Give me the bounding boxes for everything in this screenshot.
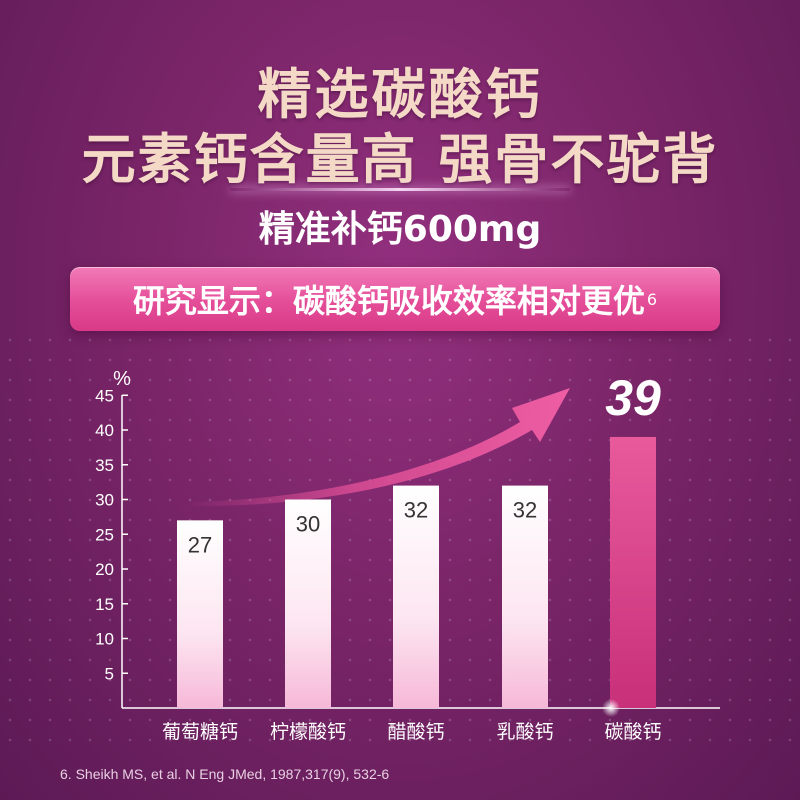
bar-2 [285, 499, 331, 708]
bar-3 [393, 485, 439, 708]
y-tick-label: 40 [95, 421, 114, 440]
absorption-bar-chart: % 5 10 15 20 25 30 35 40 45 27 葡萄糖钙 30 柠檬酸钙 32 醋酸钙 32 乳酸… [95, 368, 720, 743]
bar-value-label: 32 [404, 498, 428, 523]
x-category-label: 乳酸钙 [496, 721, 553, 743]
bar-value-label: 32 [513, 498, 537, 523]
y-tick-label: 25 [95, 525, 114, 544]
sparkle-glow [602, 699, 620, 717]
bar-value-label: 30 [296, 512, 320, 537]
bar-value-label: 39 [605, 370, 661, 426]
bar-5 [610, 436, 656, 708]
subtitle: 精准补钙600mg [258, 209, 542, 250]
headline-line-1: 精选碳酸钙 [257, 63, 543, 126]
x-category-label: 葡萄糖钙 [162, 721, 238, 743]
headline-line-2: 元素钙含量高 强骨不驼背 [81, 128, 719, 191]
y-tick-label: 45 [95, 386, 114, 405]
y-axis-unit-label: % [113, 368, 131, 390]
y-tick-label: 10 [95, 630, 114, 649]
y-tick-label: 30 [95, 491, 114, 510]
glow-divider [230, 188, 570, 191]
bar-4 [502, 485, 548, 708]
banner-text: 研究显示：碳酸钙吸收效率相对更优 [132, 282, 645, 320]
banner-footnote-marker: 6 [646, 289, 658, 309]
footnote-citation: 6. Sheikh MS, et al. N Eng JMed, 1987,31… [60, 766, 390, 782]
y-tick-label: 35 [95, 456, 114, 475]
bar-value-label: 27 [188, 532, 212, 557]
research-banner: 研究显示：碳酸钙吸收效率相对更优 6 [70, 267, 720, 331]
bar-1 [177, 520, 223, 708]
x-category-label: 碳酸钙 [604, 721, 661, 743]
x-category-label: 柠檬酸钙 [270, 721, 346, 743]
y-tick-label: 20 [95, 560, 114, 579]
x-category-label: 醋酸钙 [387, 721, 444, 743]
trend-arrow [185, 388, 570, 507]
y-tick-label: 5 [105, 664, 114, 683]
y-tick-label: 15 [95, 595, 114, 614]
